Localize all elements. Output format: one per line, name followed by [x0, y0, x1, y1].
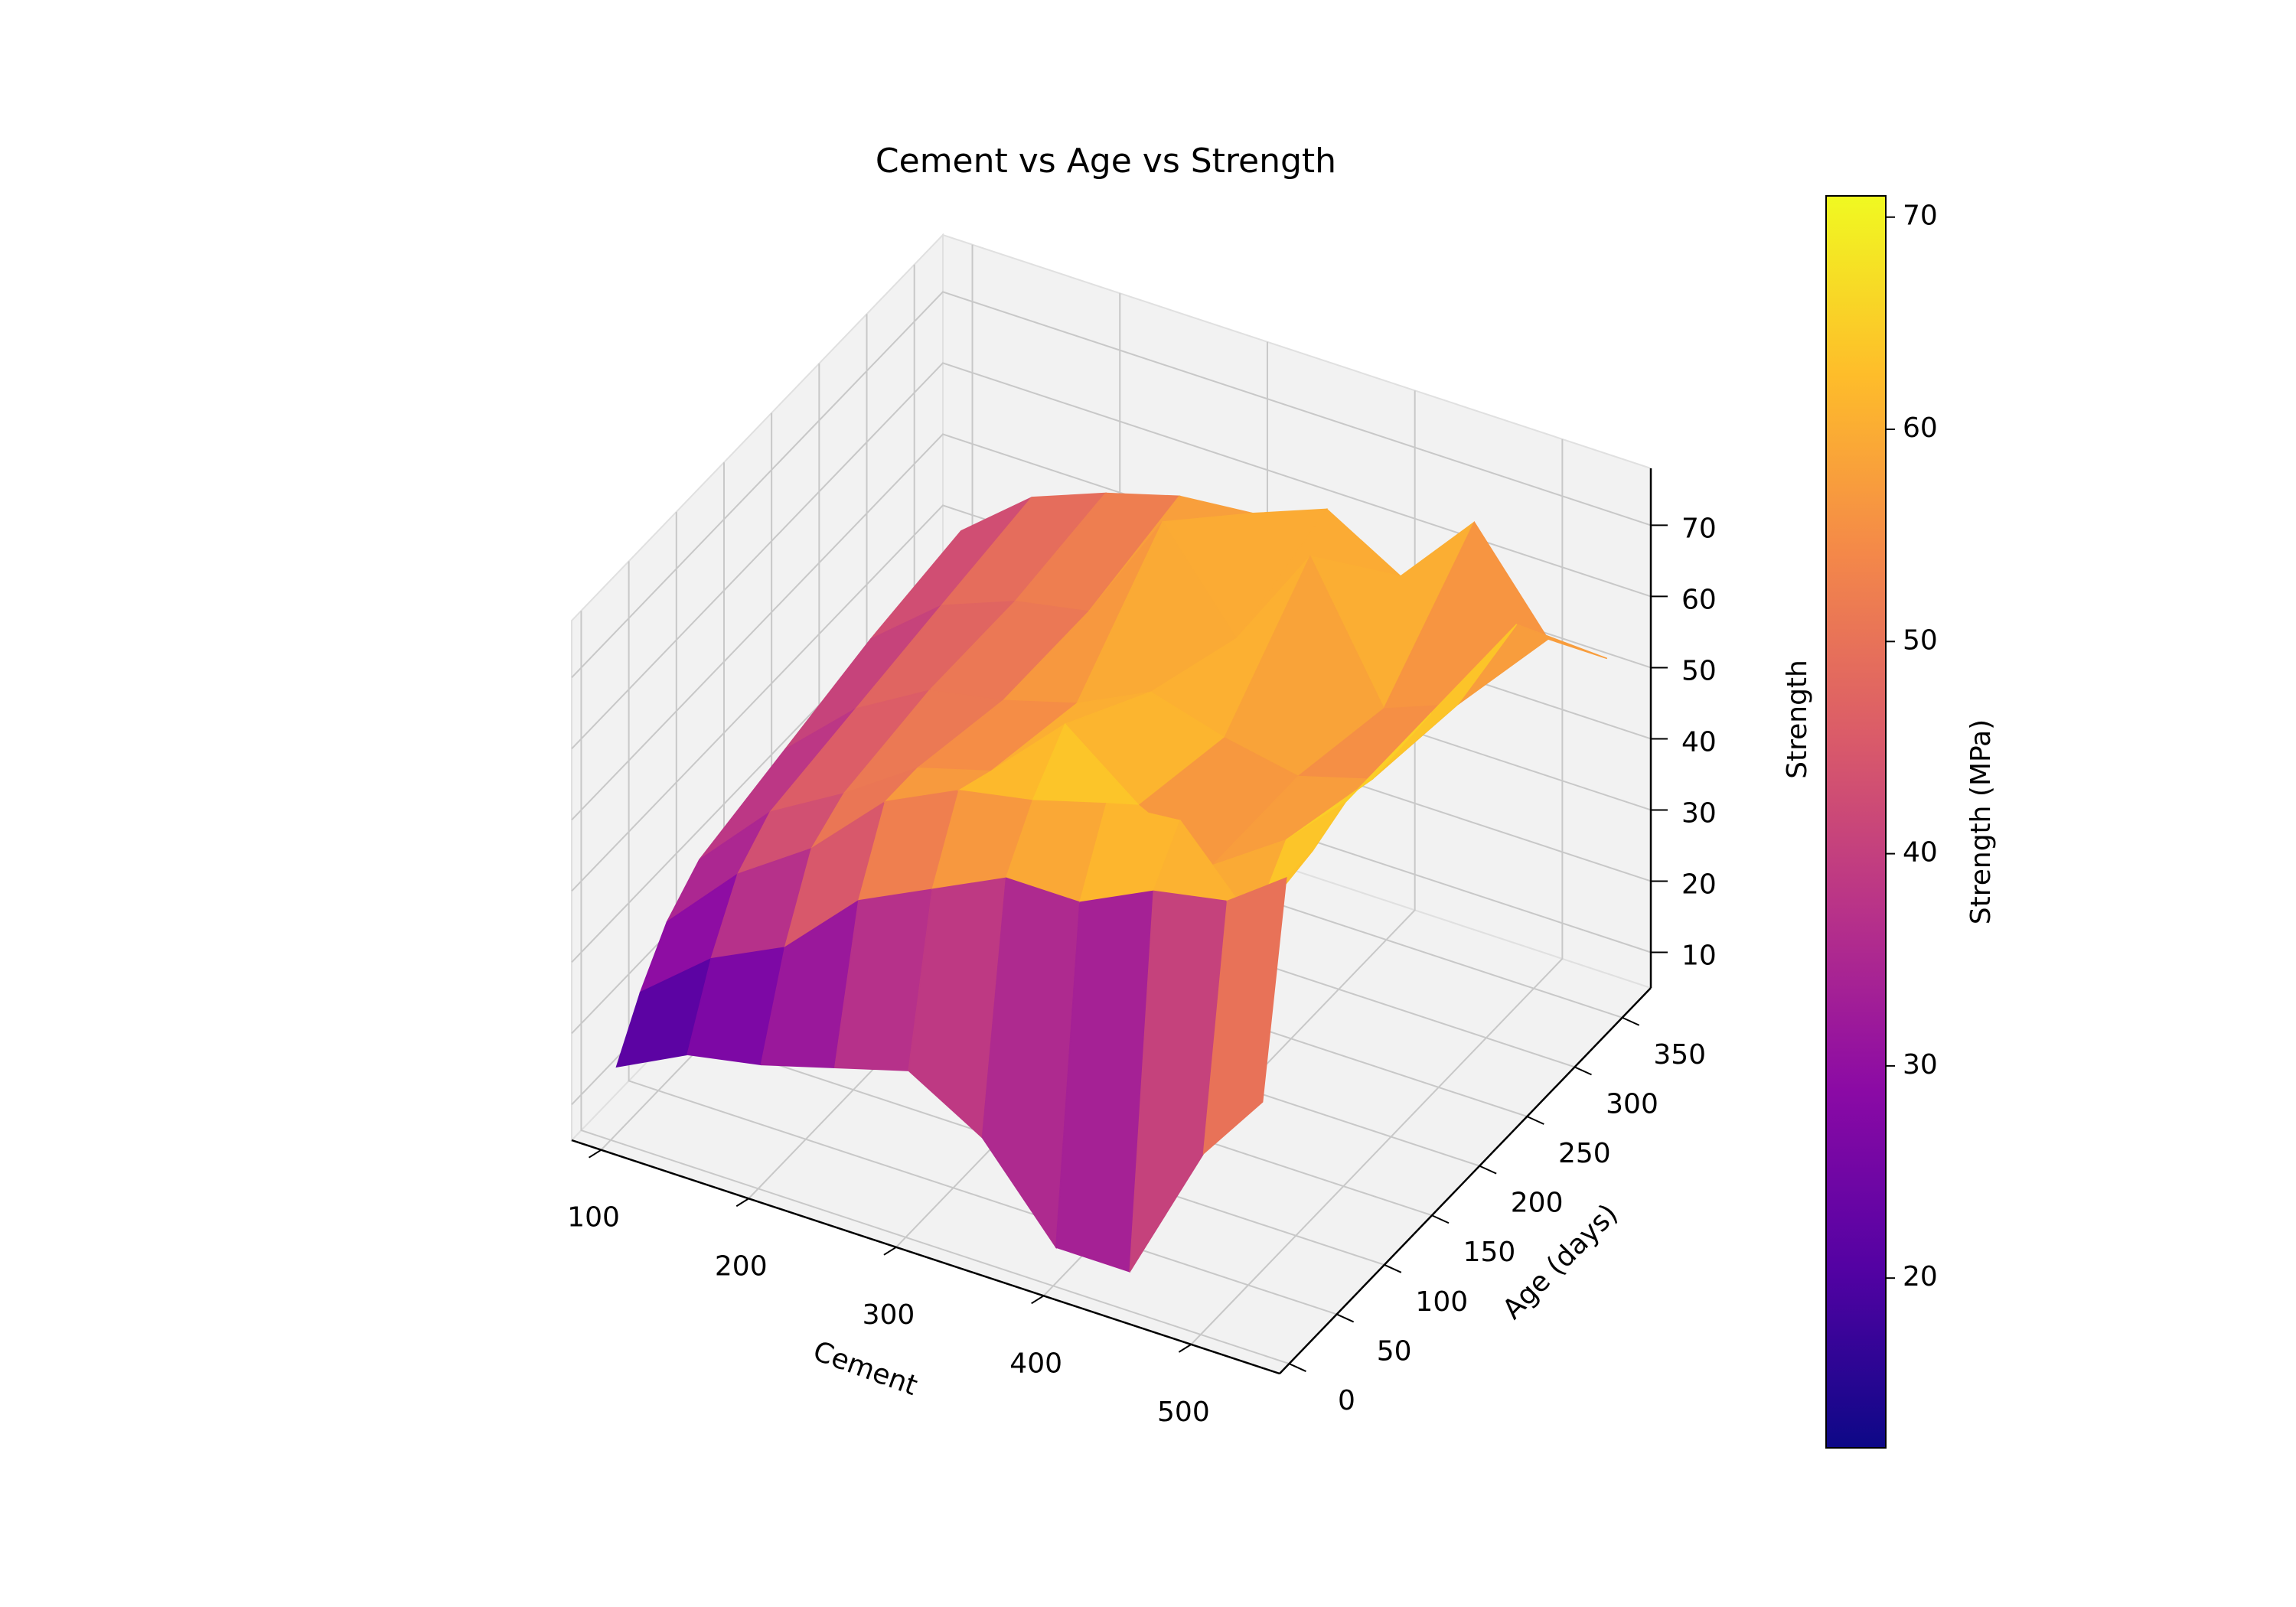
z-tick-label: 70 [1681, 513, 1717, 544]
x-tick-label: 400 [1009, 1348, 1062, 1379]
z-tick-label: 20 [1681, 869, 1717, 900]
axis-line [571, 1139, 1280, 1375]
tick-mark [1289, 1363, 1306, 1372]
colorbar-tick-label: 60 [1903, 412, 1938, 444]
tick-mark [883, 1246, 897, 1256]
x-tick-label: 300 [863, 1299, 915, 1331]
x-tick-label: 500 [1157, 1397, 1210, 1428]
tick-mark [1526, 1116, 1544, 1125]
colorbar-tick-label: 50 [1903, 624, 1938, 656]
x-axis-title: Cement [809, 1335, 921, 1402]
y-tick-label: 350 [1653, 1039, 1706, 1071]
grid-line [580, 611, 1290, 1365]
colorbar-tick-label: 20 [1903, 1261, 1938, 1292]
colorbar-tick-label: 40 [1903, 837, 1938, 869]
chart-title: Cement vs Age vs Strength [876, 142, 1336, 181]
z-tick-label: 10 [1681, 940, 1717, 971]
colorbar-tick-label: 70 [1903, 200, 1938, 232]
y-tick-label: 50 [1377, 1335, 1412, 1367]
grid-line [1190, 438, 1564, 1345]
y-tick-label: 100 [1415, 1286, 1468, 1318]
tick-mark [735, 1198, 749, 1208]
axis-line [1279, 987, 1652, 1374]
z-axis-title: Strength [1782, 660, 1813, 779]
tick-mark [1479, 1165, 1497, 1175]
tick-mark [1574, 1066, 1592, 1076]
tick-mark [1178, 1344, 1192, 1353]
colorbar-title: Strength (MPa) [1965, 719, 1997, 924]
tick-mark [1336, 1313, 1355, 1323]
y-tick-label: 150 [1463, 1237, 1516, 1268]
z-tick-label: 30 [1681, 797, 1717, 829]
colorbar-tick-label: 30 [1903, 1049, 1938, 1081]
y-tick-label: 300 [1606, 1088, 1658, 1120]
surface-face [1202, 877, 1287, 1156]
x-tick-label: 100 [567, 1202, 620, 1234]
grid-line [571, 362, 1652, 750]
y-tick-label: 250 [1558, 1138, 1611, 1169]
tick-mark [1622, 1016, 1640, 1026]
y-tick-label: 0 [1338, 1385, 1355, 1416]
tick-mark [1431, 1214, 1450, 1224]
tick-mark [1031, 1295, 1045, 1305]
z-tick-label: 40 [1681, 726, 1717, 758]
tick-mark [589, 1149, 602, 1159]
grid-line [571, 291, 1652, 679]
x-tick-label: 200 [715, 1250, 768, 1282]
z-tick-label: 60 [1681, 584, 1717, 615]
tick-mark [1384, 1263, 1402, 1273]
colorbar [1825, 195, 1887, 1449]
y-tick-label: 200 [1511, 1188, 1564, 1219]
z-tick-label: 50 [1681, 655, 1717, 686]
